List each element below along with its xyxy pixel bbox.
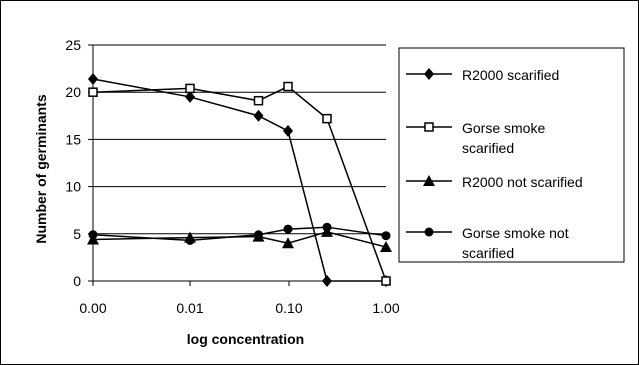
axes: [92, 45, 386, 282]
data-point: [283, 224, 293, 234]
data-point: [380, 241, 392, 253]
data-point: [253, 230, 263, 240]
data-point: [381, 276, 391, 286]
series-1: [88, 72, 391, 287]
series-group: [87, 72, 392, 287]
data-point: [322, 222, 332, 232]
x-tick-label: 0.01: [176, 300, 203, 316]
data-point: [185, 235, 195, 245]
data-point: [283, 81, 293, 92]
legend-label: R2000 not scarified: [462, 174, 583, 190]
legend-marker: [424, 227, 434, 237]
legend-label: R2000 scarified: [462, 67, 559, 83]
series-line: [92, 226, 387, 242]
legend-label: Gorse smoke: [462, 120, 545, 136]
x-tick-label: 1.00: [372, 300, 399, 316]
plot-area: [93, 45, 386, 281]
data-point: [185, 83, 195, 94]
series-2: [88, 81, 391, 286]
series-line: [92, 231, 387, 248]
legend-label: scarified: [462, 245, 514, 261]
legend-box: [398, 47, 625, 263]
legend-entry: Gorse smoke not scarified: [406, 225, 569, 261]
data-point: [253, 109, 264, 122]
y-tick-label: 25: [65, 37, 81, 53]
y-axis-label: Number of germinants: [33, 94, 49, 244]
x-tick-label: 0.10: [275, 300, 302, 316]
legend-marker: [424, 68, 434, 80]
series-line: [92, 78, 386, 282]
y-tick-label: 10: [65, 179, 81, 195]
legend-entry: R2000 not scarified: [406, 174, 583, 190]
data-point: [88, 72, 98, 85]
data-point: [283, 124, 293, 137]
y-tick-labels: 0 5 10 15 20 25: [65, 37, 93, 289]
legend-label: Gorse smoke not: [462, 225, 569, 241]
data-point: [88, 230, 98, 240]
x-axis-label: log concentration: [187, 331, 304, 347]
data-point: [185, 90, 195, 103]
data-point: [322, 113, 332, 124]
y-tick-label: 20: [65, 84, 81, 100]
data-point: [321, 275, 332, 287]
y-tick-label: 5: [73, 226, 81, 242]
series-4: [88, 222, 391, 245]
data-point: [282, 237, 294, 249]
y-tick-label: 0: [73, 273, 81, 289]
legend-label: scarified: [462, 140, 514, 156]
y-tick-label: 15: [65, 131, 81, 147]
legend-entry: Gorse smoke scarified: [406, 120, 545, 156]
x-tick-labels: 0.00 0.01 0.10 1.00: [79, 281, 400, 316]
legend: R2000 scarified Gorse smoke scarified R2000…: [398, 47, 625, 263]
series-line: [92, 85, 387, 282]
legend-entry: R2000 scarified: [406, 67, 559, 83]
x-tick-label: 0.00: [79, 300, 106, 316]
legend-marker: [423, 175, 435, 186]
data-point: [88, 87, 98, 97]
grid-lines: [93, 44, 386, 235]
legend-marker: [424, 122, 434, 132]
data-point: [381, 231, 391, 241]
data-point: [253, 95, 264, 106]
